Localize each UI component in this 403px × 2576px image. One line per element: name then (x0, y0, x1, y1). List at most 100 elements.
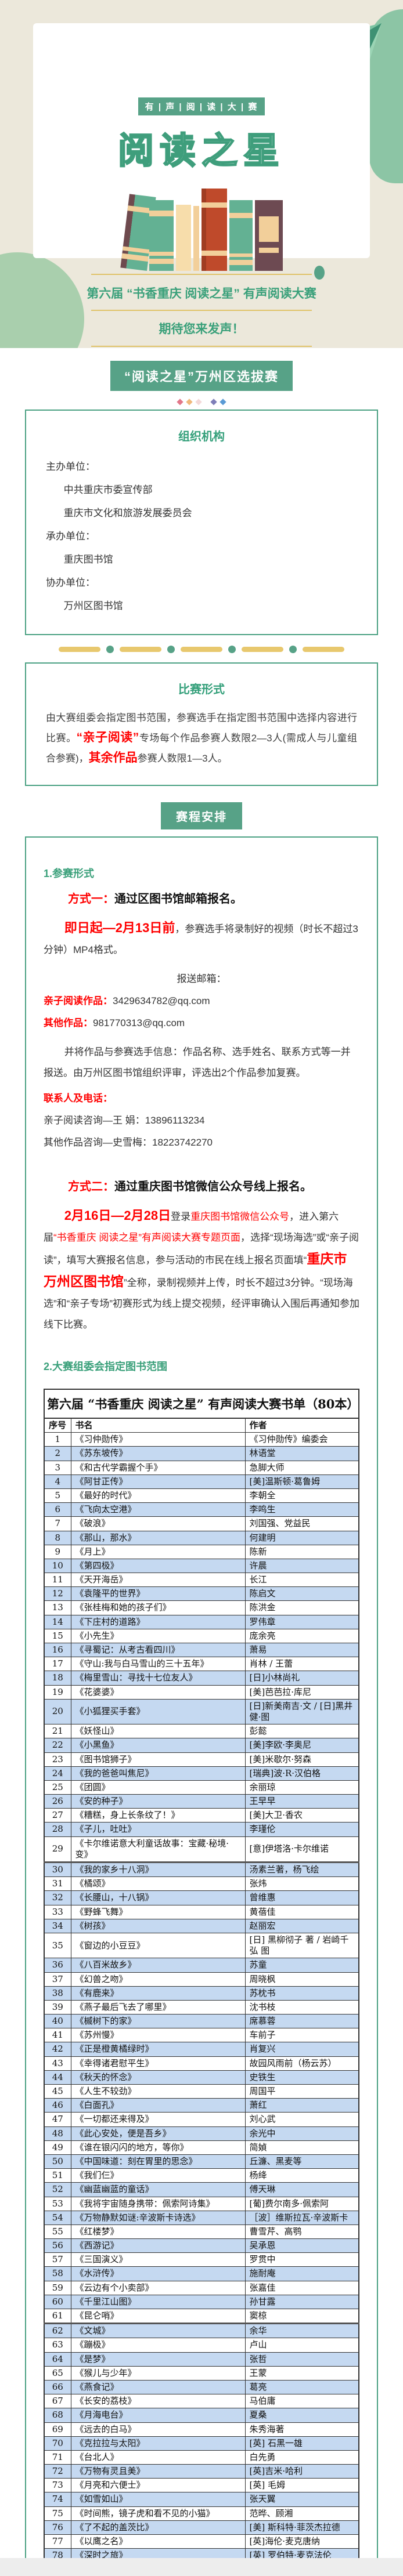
contact2: 其他作品咨询—史雪梅：18223742270 (44, 1137, 213, 1148)
email-title: 报送邮箱： (177, 973, 226, 984)
book-author: 肖林 / 王蕾 (244, 1657, 359, 1672)
column-header-author: 作者 (244, 1418, 359, 1433)
table-row: 41 《苏州慢》 车前子 (44, 2028, 359, 2043)
book-title: 《安的种子》 (70, 1794, 246, 1809)
table-row: 49 《谁在银闪闪的地方，等你》 简媜 (44, 2140, 359, 2155)
book-title: 《人生不较劲》 (70, 2084, 246, 2099)
method2-detail: 2月16日—2月28日登录重庆图书馆微信公众号，进入第六届“书香重庆 阅读之星”… (44, 1205, 359, 1335)
book-no: 20 (44, 1698, 71, 1725)
book-author: 沈书枝 (244, 1999, 359, 2015)
table-row: 57 《三国演义》 罗贯中 (44, 2252, 359, 2267)
table-row: 4 《阿甘正传》 [美]温斯顿·葛鲁姆 (44, 1474, 359, 1489)
table-row: 31 《橘颂》 张炜 (44, 1876, 359, 1892)
book-title: 《我将宇宙随身携带：佩索阿诗集》 (70, 2196, 246, 2211)
table-row: 38 《有鹿来》 苏枕书 (44, 1986, 359, 2001)
book-no: 38 (44, 1986, 71, 2001)
column-header-no: 序号 (44, 1418, 71, 1433)
book-title: 《红楼梦》 (70, 2224, 246, 2240)
table-row: 55 《红楼梦》 曹雪芹、高鹗 (44, 2224, 359, 2240)
book-spine-icon (193, 206, 199, 271)
table-row: 66 《燕食记》 葛亮 (44, 2379, 359, 2395)
book-title: 《幽蓝幽蓝的童话》 (70, 2182, 246, 2197)
diamond-icon (220, 398, 226, 405)
table-row: 12 《袁隆平的世界》 陈启文 (44, 1586, 359, 1602)
book-author: 萧易 (244, 1642, 359, 1658)
book-no: 7 (44, 1516, 71, 1531)
table-row: 52 《幽蓝幽蓝的童话》 傅天琳 (44, 2182, 359, 2197)
book-no: 71 (44, 2450, 71, 2465)
book-no: 60 (44, 2294, 71, 2310)
book-no: 30 (44, 1861, 71, 1878)
book-author: 周国平 (244, 2084, 359, 2099)
book-author: 刘心武 (244, 2112, 359, 2127)
organization-title: 组织机构 (178, 430, 225, 443)
book-title: 《猴儿与少年》 (70, 2365, 246, 2381)
book-no: 36 (44, 1958, 71, 1973)
table-row: 48 《此心安处，便是吾乡》 余光中 (44, 2126, 359, 2141)
method2-run: ”全称，录制视频并上传，时长不超过3分钟。“现场海选”和“亲子专场”初赛形式为线… (44, 1277, 359, 1330)
book-no: 16 (44, 1642, 71, 1658)
book-author: 卢山 (244, 2338, 359, 2353)
table-row: 1 《习仲勋传》 《习仲勋传》编委会 (44, 1432, 359, 1447)
book-title: 《万物有灵且美》 (70, 2464, 246, 2479)
book-no: 5 (44, 1488, 71, 1503)
method2-date: 2月16日—2月28日 (64, 1208, 171, 1223)
table-row: 65 《猴儿与少年》 王蒙 (44, 2365, 359, 2381)
book-no: 26 (44, 1794, 71, 1809)
book-title: 《远去的白马》 (70, 2422, 246, 2437)
book-title: 《苏东坡传》 (70, 1446, 246, 1461)
org-label: 承办单位： (46, 531, 95, 542)
book-title: 《秋天的怀念》 (70, 2070, 246, 2085)
book-title: 《一切都还来得及》 (70, 2112, 246, 2127)
book-author: 赵丽宏 (244, 1918, 359, 1933)
table-row: 77 《以鹰之名》 [英]海伦·麦克唐纳 (44, 2534, 359, 2549)
method1-heading: 方式一：通过区图书馆邮箱报名。 (44, 889, 359, 910)
book-title: 《苏州慢》 (70, 2028, 246, 2043)
divider (91, 266, 325, 280)
book-author: [日]新美南吉·文 / [日]黑井健·图 (244, 1698, 359, 1725)
email1-label: 亲子阅读作品： (44, 995, 113, 1006)
table-row: 51 《我们仨》 杨绛 (44, 2168, 359, 2183)
book-title: 《习仲勋传》 (70, 1432, 246, 1447)
diamond-decorations (0, 397, 403, 405)
table-row: 18 《梅里雪山：寻找十七位友人》 [日]小林尚礼 (44, 1671, 359, 1686)
book-author: [英]海伦·麦克唐纳 (244, 2534, 359, 2549)
book-title: 《我们仨》 (70, 2168, 246, 2183)
book-no: 50 (44, 2154, 71, 2169)
book-author: [美]米歇尔·努森 (244, 1752, 359, 1767)
book-no: 9 (44, 1544, 71, 1559)
table-row: 6 《飞向太空港》 李鸣生 (44, 1502, 359, 1517)
book-author: 肖复兴 (244, 2042, 359, 2057)
book-author: 孙甘露 (244, 2294, 359, 2310)
books-illustration (33, 184, 370, 271)
book-title: 《卡尔维诺意大利童话故事：宝藏·秘境·变》 (70, 1836, 246, 1864)
table-row: 23 《图书馆狮子》 [美]米歇尔·努森 (44, 1752, 359, 1767)
email2-line: 其他作品：981770313@qq.com (44, 1013, 359, 1034)
book-no: 24 (44, 1766, 71, 1781)
method1-text: 通过区图书馆邮箱报名。 (114, 893, 242, 905)
book-author: 马伯庸 (244, 2394, 359, 2409)
book-no: 75 (44, 2506, 71, 2521)
format-box: 比赛形式 由大赛组委会指定图书范围，参赛选手在指定图书范围中选择内容进行比赛。“… (25, 662, 378, 786)
book-author: [日] 黑柳彻子 著 / 岩崎千弘 图 (244, 1932, 359, 1959)
book-author: 林语堂 (244, 1446, 359, 1461)
book-no: 28 (44, 1822, 71, 1837)
book-author: 范晔、顾湘 (244, 2506, 359, 2521)
book-title: 《窗边的小豆豆》 (70, 1932, 246, 1959)
schedule-badge: 赛程安排 (161, 802, 242, 829)
book-title: 《最好的时代》 (70, 1488, 246, 1503)
book-no: 61 (44, 2308, 71, 2325)
format-title: 比赛形式 (178, 683, 225, 696)
book-author: 杨绛 (244, 2168, 359, 2183)
book-title: 《白面孔》 (70, 2098, 246, 2113)
table-row: 39 《燕子最后飞去了哪里》 沈书枝 (44, 1999, 359, 2015)
book-no: 73 (44, 2478, 71, 2493)
book-no: 25 (44, 1780, 71, 1795)
book-author: 傅天琳 (244, 2182, 359, 2197)
book-author: 陈洪金 (244, 1600, 359, 1615)
book-spine-icon (176, 205, 191, 271)
book-no: 2 (44, 1446, 71, 1461)
book-no: 14 (44, 1614, 71, 1629)
book-no: 49 (44, 2140, 71, 2155)
book-no: 40 (44, 2014, 71, 2029)
